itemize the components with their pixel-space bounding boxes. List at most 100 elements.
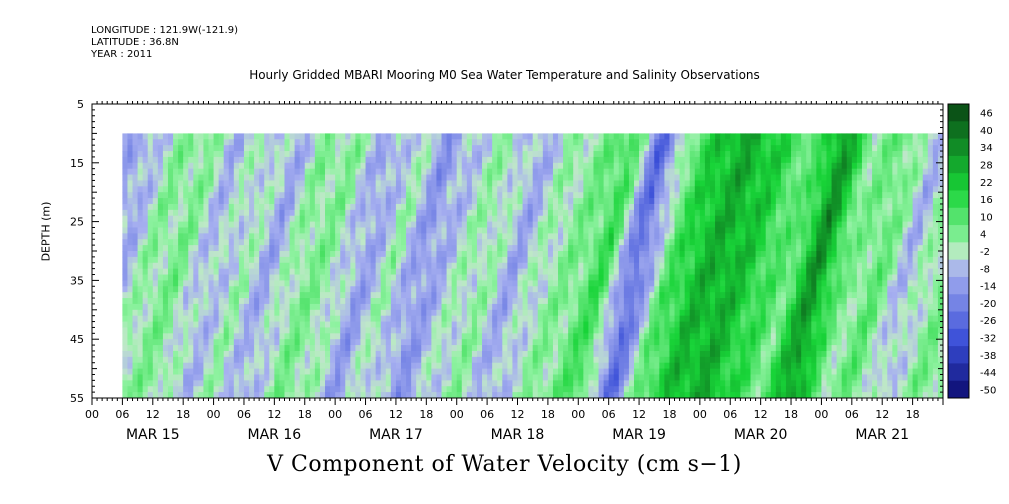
heatmap-cell xyxy=(466,345,473,352)
heatmap-cell xyxy=(325,192,331,199)
heatmap-cell xyxy=(623,286,630,293)
heatmap-cell xyxy=(375,374,382,381)
heatmap-cell xyxy=(517,215,523,222)
heatmap-cell xyxy=(532,156,539,164)
heatmap-cell xyxy=(294,133,301,140)
heatmap-cell xyxy=(390,274,397,281)
heatmap-cell xyxy=(476,174,483,181)
heatmap-cell xyxy=(173,298,179,305)
heatmap-cell xyxy=(152,280,159,287)
heatmap-cell xyxy=(319,227,326,234)
heatmap-cell xyxy=(228,280,235,287)
heatmap-cell xyxy=(466,233,473,240)
heatmap-cell xyxy=(238,156,245,164)
heatmap-cell xyxy=(385,174,392,181)
heatmap-cell xyxy=(294,256,301,264)
heatmap-cell xyxy=(421,174,427,181)
heatmap-cell xyxy=(238,333,245,340)
heatmap-cell xyxy=(259,233,265,240)
heatmap-cell xyxy=(249,298,255,305)
heatmap-cell xyxy=(608,192,615,199)
heatmap-cell xyxy=(254,145,260,152)
heatmap-cell xyxy=(522,280,529,287)
heatmap-cell xyxy=(325,321,331,328)
heatmap-cell xyxy=(335,133,341,140)
heatmap-cell xyxy=(264,309,270,317)
heatmap-cell xyxy=(340,386,346,393)
heatmap-cell xyxy=(674,380,680,387)
heatmap-cell xyxy=(284,245,290,252)
heatmap-cell xyxy=(228,286,235,293)
heatmap-cell xyxy=(335,151,341,158)
heatmap-cell xyxy=(375,174,382,181)
heatmap-cell xyxy=(319,245,326,252)
heatmap-cell xyxy=(355,274,361,281)
heatmap-cell xyxy=(243,339,250,346)
heatmap-cell xyxy=(598,321,605,328)
heatmap-cell xyxy=(558,227,564,234)
heatmap-cell xyxy=(507,239,513,246)
heatmap-cell xyxy=(461,215,468,222)
heatmap-cell xyxy=(335,145,341,152)
heatmap-cell xyxy=(649,239,655,246)
heatmap-cell xyxy=(167,221,174,228)
heatmap-cell xyxy=(639,345,645,352)
heatmap-cell xyxy=(152,292,159,299)
heatmap-cell xyxy=(507,168,513,175)
heatmap-cell xyxy=(309,315,316,322)
heatmap-cell xyxy=(330,256,336,264)
heatmap-cell xyxy=(583,345,589,352)
heatmap-cell xyxy=(482,386,488,393)
heatmap-cell xyxy=(375,309,382,317)
heatmap-cell xyxy=(482,268,488,275)
heatmap-cell xyxy=(532,298,539,305)
heatmap-cell xyxy=(583,268,589,275)
heatmap-cell xyxy=(542,268,549,275)
heatmap-cell xyxy=(497,145,503,152)
heatmap-cell xyxy=(340,292,346,299)
heatmap-cell xyxy=(456,356,463,364)
heatmap-cell xyxy=(507,256,513,264)
heatmap-cell xyxy=(223,350,230,358)
heatmap-cell xyxy=(152,345,159,352)
heatmap-cell xyxy=(502,162,508,170)
heatmap-cell xyxy=(218,215,225,222)
heatmap-cell xyxy=(400,245,407,252)
heatmap-cell xyxy=(395,174,402,181)
heatmap-cell xyxy=(218,315,225,322)
heatmap-cell xyxy=(461,309,468,317)
heatmap-cell xyxy=(446,362,453,369)
chart-title: Hourly Gridded MBARI Mooring M0 Sea Wate… xyxy=(249,68,760,82)
heatmap-cell xyxy=(517,180,523,187)
heatmap-cell xyxy=(264,280,270,287)
heatmap-cell xyxy=(436,327,442,334)
heatmap-cell xyxy=(269,239,275,246)
heatmap-cell xyxy=(578,192,584,199)
heatmap-cell xyxy=(238,203,245,211)
heatmap-cell xyxy=(456,156,463,164)
heatmap-cell xyxy=(649,192,655,199)
heatmap-cell xyxy=(659,298,665,305)
heatmap-cell xyxy=(345,268,351,275)
heatmap-cell xyxy=(360,315,366,322)
heatmap-cell xyxy=(436,356,442,364)
heatmap-cell xyxy=(446,168,453,175)
heatmap-cell xyxy=(461,198,468,205)
heatmap-cell xyxy=(608,221,615,228)
heatmap-cell xyxy=(319,221,326,228)
heatmap-cell xyxy=(436,350,442,358)
heatmap-cell xyxy=(416,339,422,346)
heatmap-cell xyxy=(431,162,437,170)
heatmap-cell xyxy=(142,356,149,364)
heatmap-cell xyxy=(208,309,214,317)
heatmap-cell xyxy=(421,321,427,328)
heatmap-cell xyxy=(203,333,209,340)
heatmap-cell xyxy=(628,168,635,175)
heatmap-cell xyxy=(679,209,686,217)
heatmap-cell xyxy=(198,286,204,293)
heatmap-cell xyxy=(578,221,584,228)
heatmap-cell xyxy=(487,280,493,287)
heatmap-cell xyxy=(249,198,255,205)
heatmap-cell xyxy=(542,227,549,234)
heatmap-cell xyxy=(431,209,437,217)
